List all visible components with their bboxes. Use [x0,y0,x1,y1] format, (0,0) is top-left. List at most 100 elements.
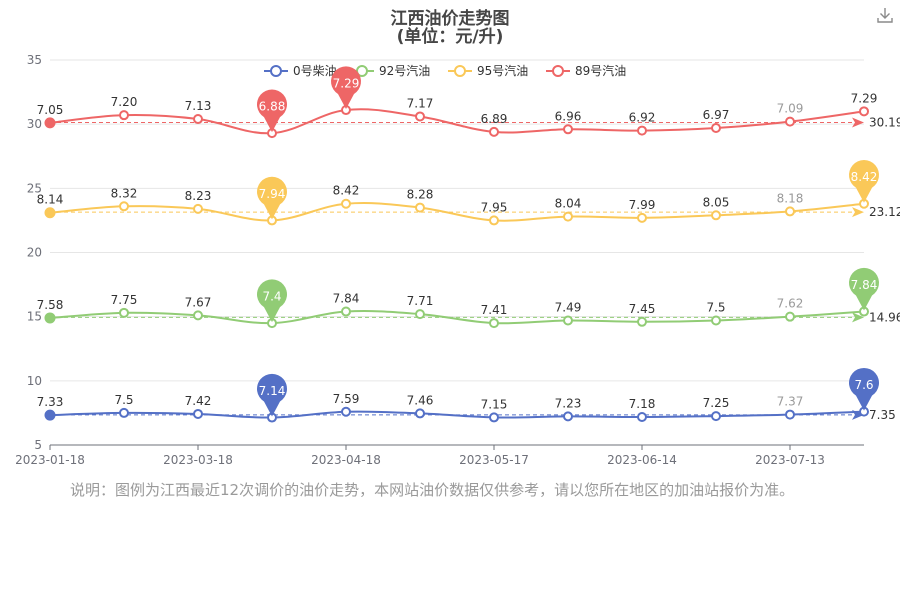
data-label: 7.99 [629,198,656,212]
data-point [44,117,56,129]
data-label: 8.04 [555,197,582,211]
y-tick-label: 30 [27,117,42,131]
pin-label: 7.14 [259,384,286,398]
chart-title: 江西油价走势图 [390,9,510,29]
y-tick-label: 35 [27,53,42,67]
data-point [119,201,129,212]
x-tick-label: 2023-05-17 [459,453,529,467]
legend-label: 89号汽油 [575,63,626,78]
data-point [711,411,721,422]
average-label: 23.12 [869,205,900,219]
data-point [415,408,425,419]
average-label: 14.96 [869,310,900,324]
data-point [785,409,795,420]
data-point [637,412,647,423]
legend-marker [552,65,564,77]
data-label: 7.84 [333,292,360,306]
series-line [49,410,865,419]
data-label: 7.46 [407,393,434,407]
series-line [49,108,865,135]
data-point [119,307,129,318]
legend-label: 92号汽油 [379,63,430,78]
data-label: 7.95 [481,200,508,214]
x-tick-label: 2023-07-13 [755,453,825,467]
data-label: 7.29 [851,91,878,105]
x-tick-label: 2023-03-18 [163,453,233,467]
data-point [489,215,499,226]
average-arrow [852,312,864,323]
data-label: 8.42 [333,184,360,198]
data-label: 7.5 [706,301,725,315]
data-point [711,210,721,221]
data-label: 8.23 [185,189,212,203]
data-label: 8.32 [111,186,138,200]
data-label: 7.42 [185,394,212,408]
data-label: 8.14 [37,193,64,207]
y-tick-label: 20 [27,246,42,260]
pin-marker [257,89,288,133]
data-point [44,207,56,219]
data-label: 6.97 [703,108,730,122]
data-label: 7.41 [481,303,508,317]
data-label: 7.62 [777,297,804,311]
y-tick-label: 25 [27,181,42,195]
series-line [49,201,865,222]
data-label: 7.23 [555,396,582,410]
data-label: 7.71 [407,294,434,308]
pin-label: 7.6 [854,378,873,392]
data-point [563,411,573,422]
x-tick-label: 2023-06-14 [607,453,677,467]
data-point [637,316,647,327]
data-point [415,309,425,320]
legend-label: 95号汽油 [477,63,528,78]
data-label: 7.59 [333,392,360,406]
pin-marker [849,160,879,203]
data-point [489,412,499,423]
legend-marker [270,65,282,77]
data-point [193,203,203,214]
data-point [44,409,56,421]
data-point [193,408,203,419]
data-point [563,211,573,222]
data-point [489,318,499,329]
data-point [119,110,129,121]
data-label: 7.25 [703,396,730,410]
footnote: 说明：图例为江西最近12次调价的油价走势，本网站油价数据仅供参考，请以您所在地区… [70,481,795,499]
data-point [711,123,721,134]
pin-label: 7.84 [851,278,878,292]
average-arrow [852,207,864,218]
pin-label: 7.29 [333,77,360,91]
pin-marker [849,267,879,311]
series-line [49,309,865,325]
legend-label: 0号柴油 [293,64,337,78]
pin-label: 7.4 [262,290,281,304]
chart-subtitle: (单位：元/升) [396,27,504,47]
data-point [637,212,647,223]
pin-marker [257,176,288,220]
download-icon[interactable] [876,6,894,24]
data-label: 7.17 [407,96,434,110]
data-point [711,315,721,326]
pin-marker [849,367,879,411]
data-point [415,202,425,213]
data-label: 7.15 [481,397,508,411]
pin-label: 6.88 [259,100,286,114]
data-label: 7.67 [185,295,212,309]
legend-marker [356,65,368,77]
pin-marker [257,373,288,417]
y-tick-label: 15 [27,310,42,324]
data-point [489,126,499,137]
data-point [193,114,203,125]
average-label: 7.35 [869,408,896,422]
data-point [859,106,869,117]
data-label: 8.18 [777,191,804,205]
data-label: 7.58 [37,298,64,312]
data-label: 7.09 [777,102,804,116]
data-point [563,124,573,135]
y-tick-label: 5 [34,438,42,452]
data-label: 6.92 [629,111,656,125]
data-label: 7.13 [185,99,212,113]
average-label: 30.19 [869,115,900,129]
data-point [341,198,351,209]
